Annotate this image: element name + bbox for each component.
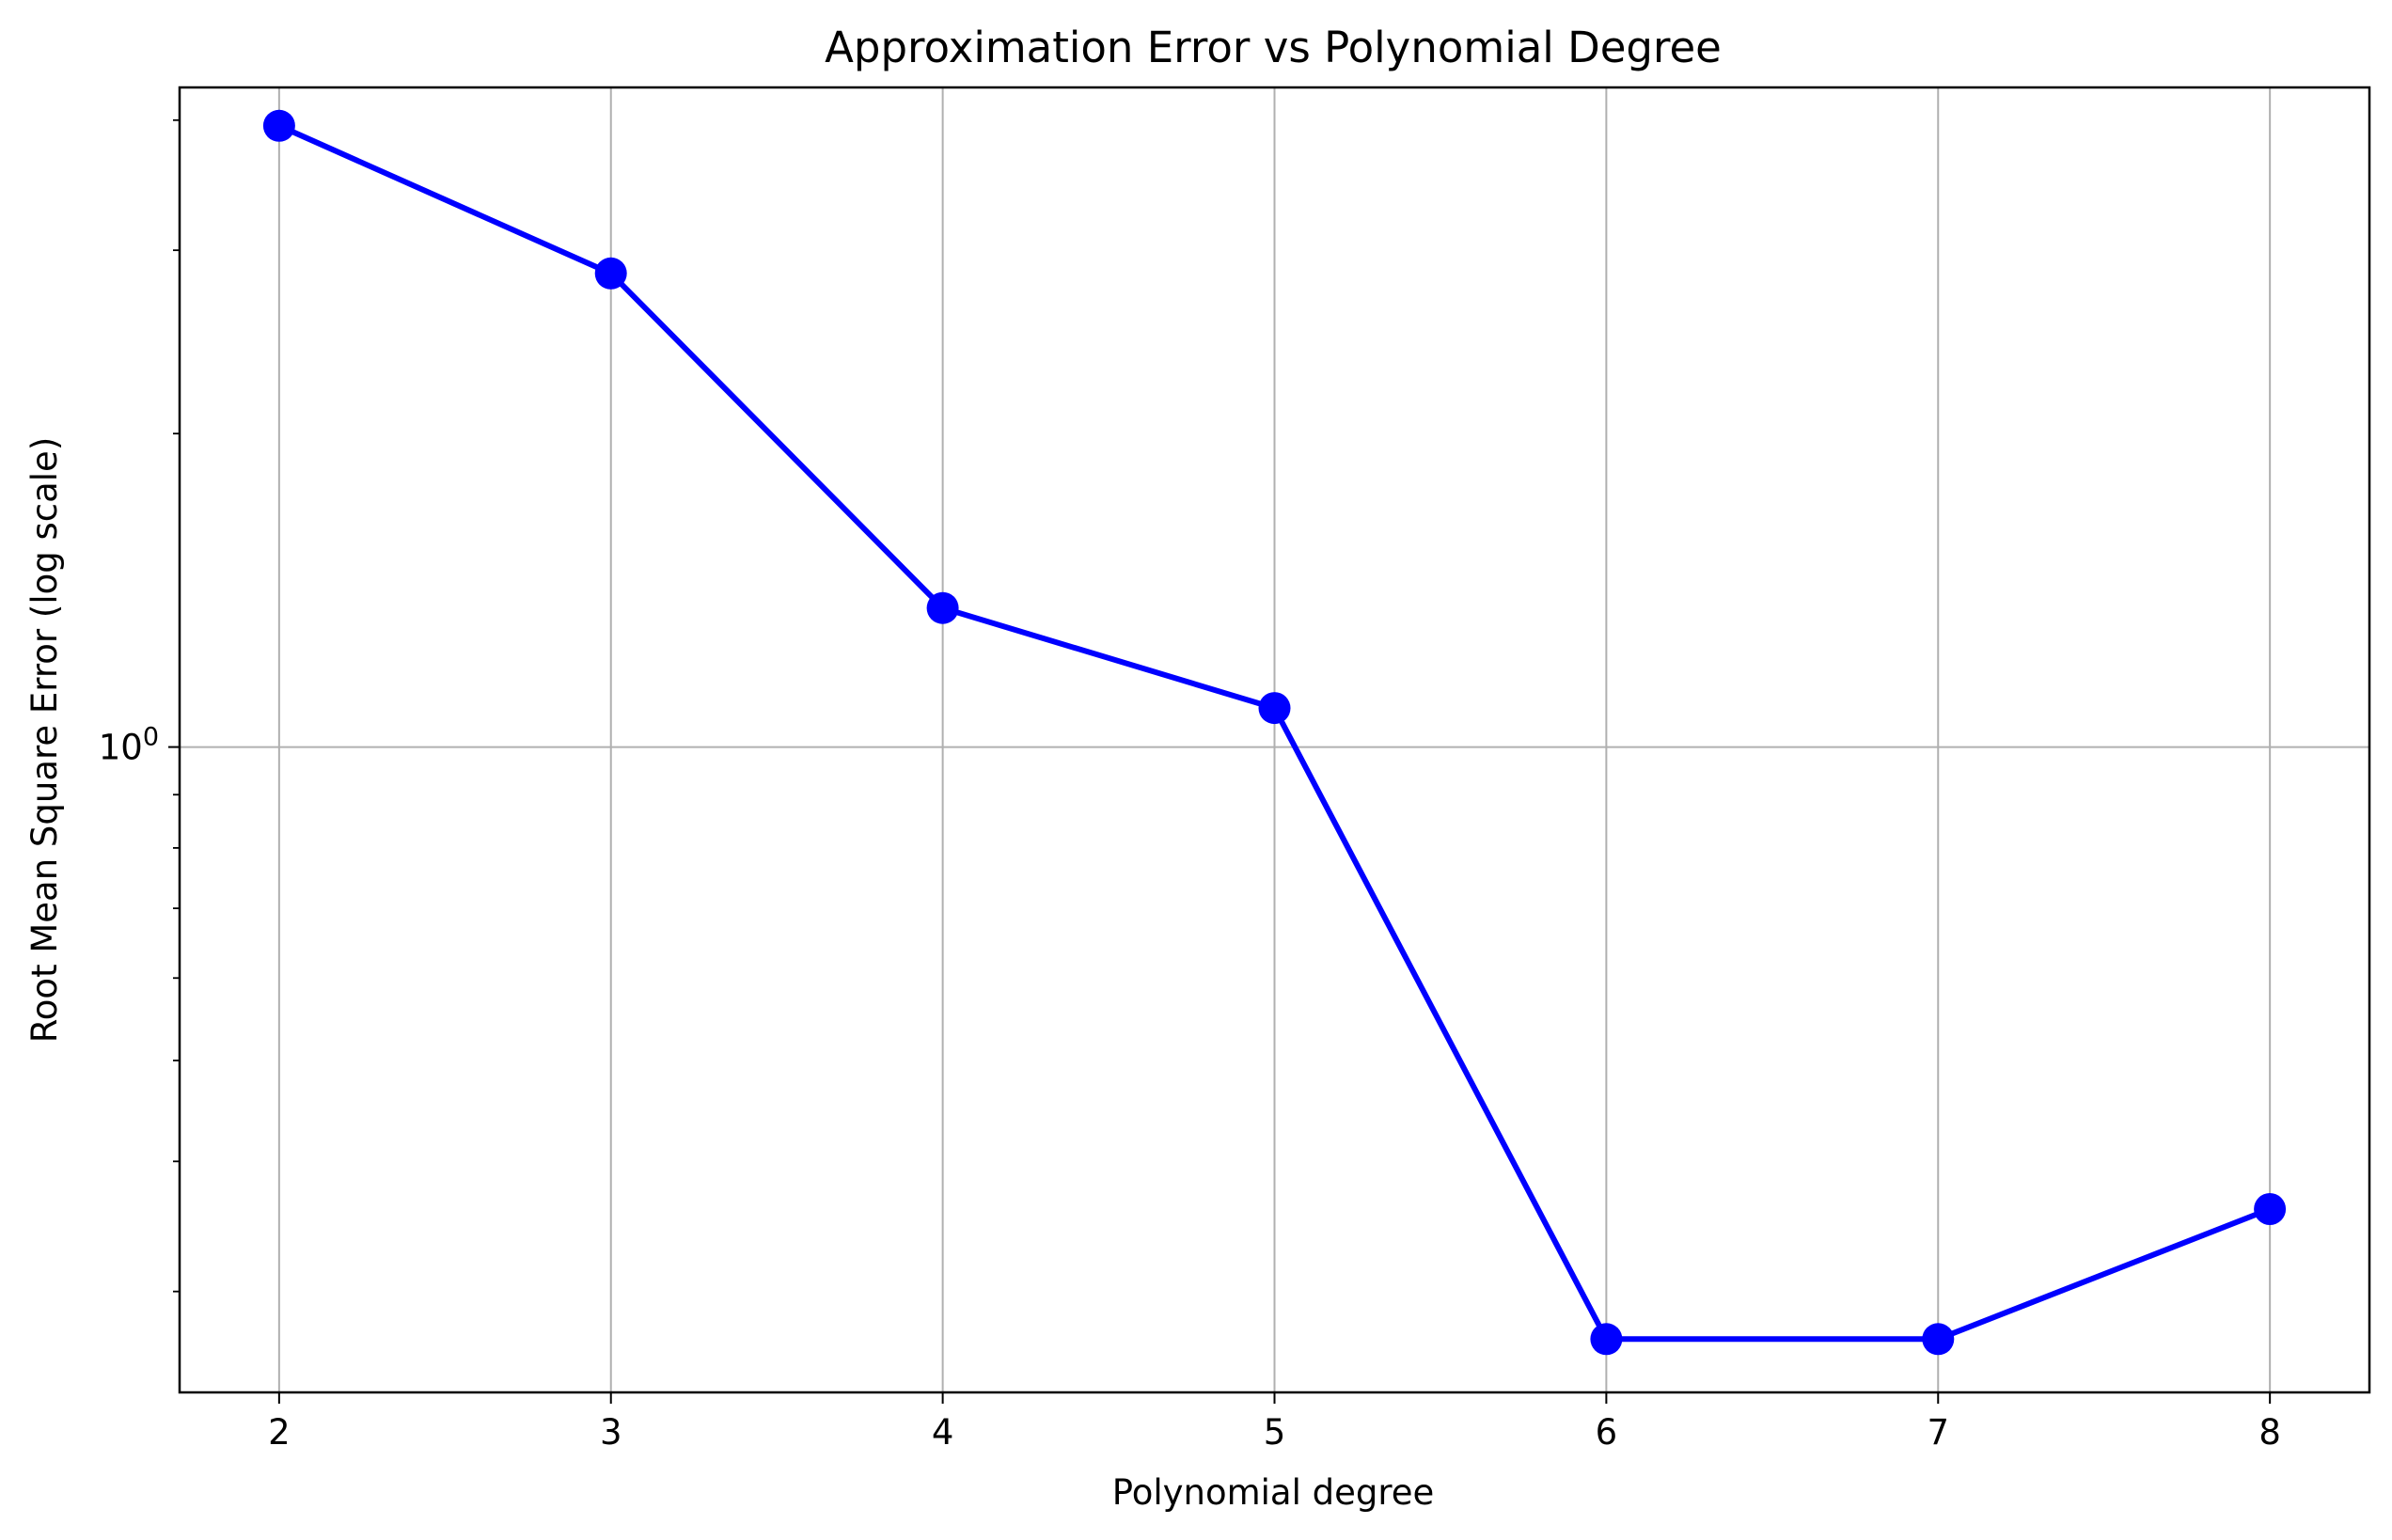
x-tick-label: 7 <box>1927 1412 1949 1453</box>
x-tick-label: 8 <box>2258 1412 2281 1453</box>
chart-title: Approximation Error vs Polynomial Degree <box>825 23 1722 72</box>
grid-lines <box>180 87 2369 1392</box>
data-point-marker <box>1258 692 1291 725</box>
x-tick-label: 5 <box>1264 1412 1286 1453</box>
data-point-marker <box>1590 1323 1623 1356</box>
x-tick-label: 4 <box>932 1412 954 1453</box>
data-point-marker <box>594 257 627 290</box>
data-series <box>262 109 2287 1356</box>
y-tick-label: 100 <box>99 723 159 768</box>
data-point-marker <box>926 591 959 624</box>
x-tick-label: 2 <box>268 1412 291 1453</box>
x-axis-label: Polynomial degree <box>1112 1472 1435 1513</box>
axis-tick-labels: 2 3 4 5 6 7 8 100 <box>99 723 2281 1453</box>
data-point-marker <box>1922 1323 1955 1356</box>
x-tick-label: 6 <box>1596 1412 1618 1453</box>
data-point-marker <box>262 109 295 142</box>
y-axis-label: Root Mean Square Error (log scale) <box>24 437 65 1044</box>
y-tick-label-exponent: 0 <box>143 723 159 752</box>
y-tick-label-base: 10 <box>99 728 143 768</box>
x-tick-label: 3 <box>600 1412 622 1453</box>
axis-ticks <box>168 118 2272 1404</box>
data-point-marker <box>2254 1193 2287 1225</box>
